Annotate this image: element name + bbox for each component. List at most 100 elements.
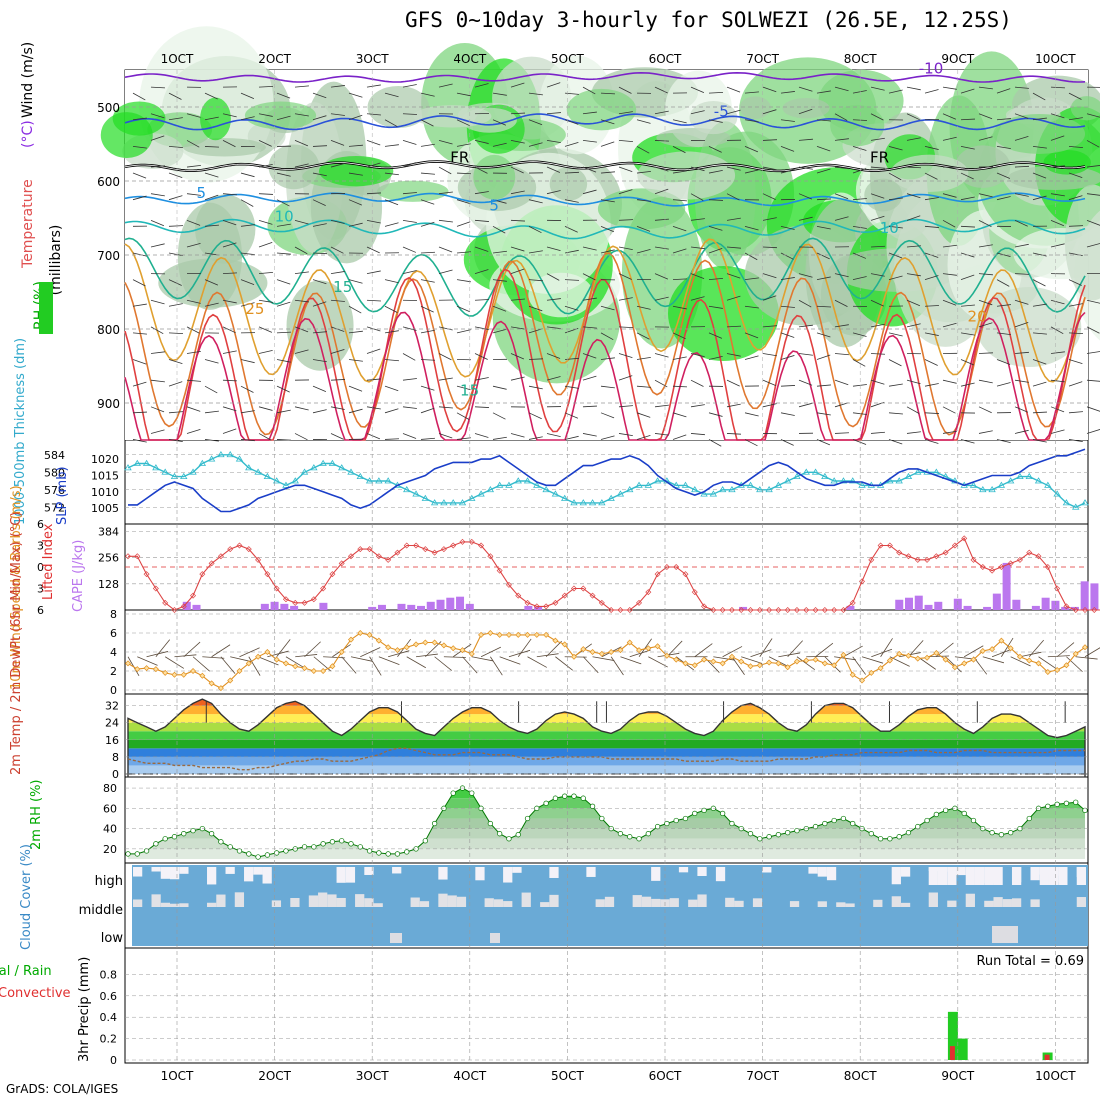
cloud-high-gap (160, 867, 171, 879)
rh-point (673, 817, 679, 824)
wind-barb (942, 86, 957, 90)
wind-speed-line (127, 632, 1086, 689)
cloud-mid-gap (355, 894, 365, 907)
surface-wind-barb (880, 638, 893, 657)
thickness-point (272, 477, 281, 484)
wind-barb (384, 92, 399, 98)
wind-barb (348, 144, 363, 147)
wind-barb (258, 193, 274, 195)
surface-wind-barb (388, 650, 410, 658)
wind-barb (744, 332, 759, 339)
rh-axis-label: 2m RH (%) (29, 779, 44, 850)
cloud-high-gap (1076, 867, 1086, 885)
li-point (775, 607, 782, 613)
li-point (125, 553, 131, 560)
precip-total-bar (947, 1011, 958, 1060)
wind-barb (924, 332, 939, 336)
cloud-mid-gap (1011, 898, 1022, 907)
wind-barb (474, 83, 489, 88)
wind-barb (618, 297, 633, 301)
cape-li-panel: 6 3 0 3 6 128 256 384 Lifted Index CAPE (J/kg) (37, 518, 1100, 617)
cloud-mid-gap (493, 899, 504, 907)
credit-footer: GrADS: COLA/IGES (6, 1082, 119, 1096)
cloud-mid-gap (845, 903, 855, 907)
cape-bar (963, 605, 972, 610)
rh-shade (268, 144, 320, 190)
temp-band (128, 756, 1085, 766)
precip-convective-bar (949, 1046, 955, 1060)
cloud-high-gap (937, 867, 948, 885)
cloud-high-gap (586, 867, 596, 877)
y-tick-label: 900 (97, 397, 120, 411)
wind-barb (402, 433, 417, 439)
temp-tick: 16 (105, 734, 119, 747)
rh-point (497, 831, 503, 837)
wind-barb (1014, 219, 1028, 227)
rh-point (1073, 799, 1079, 805)
li-axis-label: Lifted Index (41, 523, 56, 600)
surface-wind-barb (267, 650, 289, 658)
cloud-high-gap (891, 867, 901, 885)
thickness-point (849, 477, 857, 484)
wind-barb (492, 305, 507, 312)
wind-barb (708, 332, 723, 339)
wind-barb (816, 146, 831, 152)
wind-barb (978, 193, 993, 198)
cloud-mid-gap (484, 898, 494, 907)
wind-barb (780, 277, 795, 281)
wind-barb (186, 193, 201, 196)
rh-shade (549, 166, 588, 201)
wind-barb (294, 85, 309, 88)
li-point (1044, 564, 1051, 570)
wind-barb (132, 439, 147, 443)
cloud-high-gap (503, 867, 513, 883)
cloud-mid-gap (410, 897, 420, 907)
wind-barb (654, 246, 669, 250)
wind-barb (456, 92, 471, 97)
wind-barb (438, 166, 452, 175)
wind-barb (636, 332, 650, 340)
wind-barb (834, 86, 849, 92)
wind-barb (402, 326, 417, 331)
wind-barb (240, 252, 255, 256)
li-point (561, 592, 568, 599)
li-point (357, 546, 364, 553)
wind-barb (834, 138, 849, 141)
wind-barb (1014, 273, 1030, 275)
li-point (375, 553, 382, 560)
wind-barb (1014, 243, 1029, 248)
thickness-point (328, 459, 337, 466)
li-point (338, 560, 345, 567)
temp-band (128, 765, 1085, 774)
wind-barb (294, 433, 308, 441)
surface-wind-barb (360, 647, 381, 658)
wind-barb (420, 119, 434, 127)
rh-point (125, 851, 131, 857)
cloud-mid-gap (651, 898, 661, 907)
wind-speed-point (227, 677, 234, 684)
wind-barb (672, 332, 686, 340)
wind-barb (276, 252, 291, 255)
wind-barb (186, 326, 200, 334)
wind-barb (1050, 135, 1065, 141)
rh-shade (689, 101, 738, 135)
freezing-line-core (124, 161, 1086, 172)
wind-barb (906, 215, 921, 221)
surface-wind-barb (648, 656, 668, 668)
wind-barb (456, 437, 471, 440)
wind-barb (870, 379, 885, 385)
rh-point (524, 815, 531, 822)
li-point (143, 571, 150, 578)
wind-speed-point (217, 685, 224, 692)
wind-barb (186, 164, 201, 168)
wind-barb (762, 217, 777, 221)
wind-barb (870, 166, 885, 169)
wind-barb (366, 140, 381, 146)
wind-barb (456, 385, 471, 391)
thickness-tick: 584 (44, 449, 65, 462)
wind-barb (1086, 406, 1100, 412)
rh-shade (100, 112, 153, 158)
wind-barb (816, 276, 831, 281)
thickness-point (700, 490, 708, 497)
wind-speed-point (831, 662, 838, 669)
